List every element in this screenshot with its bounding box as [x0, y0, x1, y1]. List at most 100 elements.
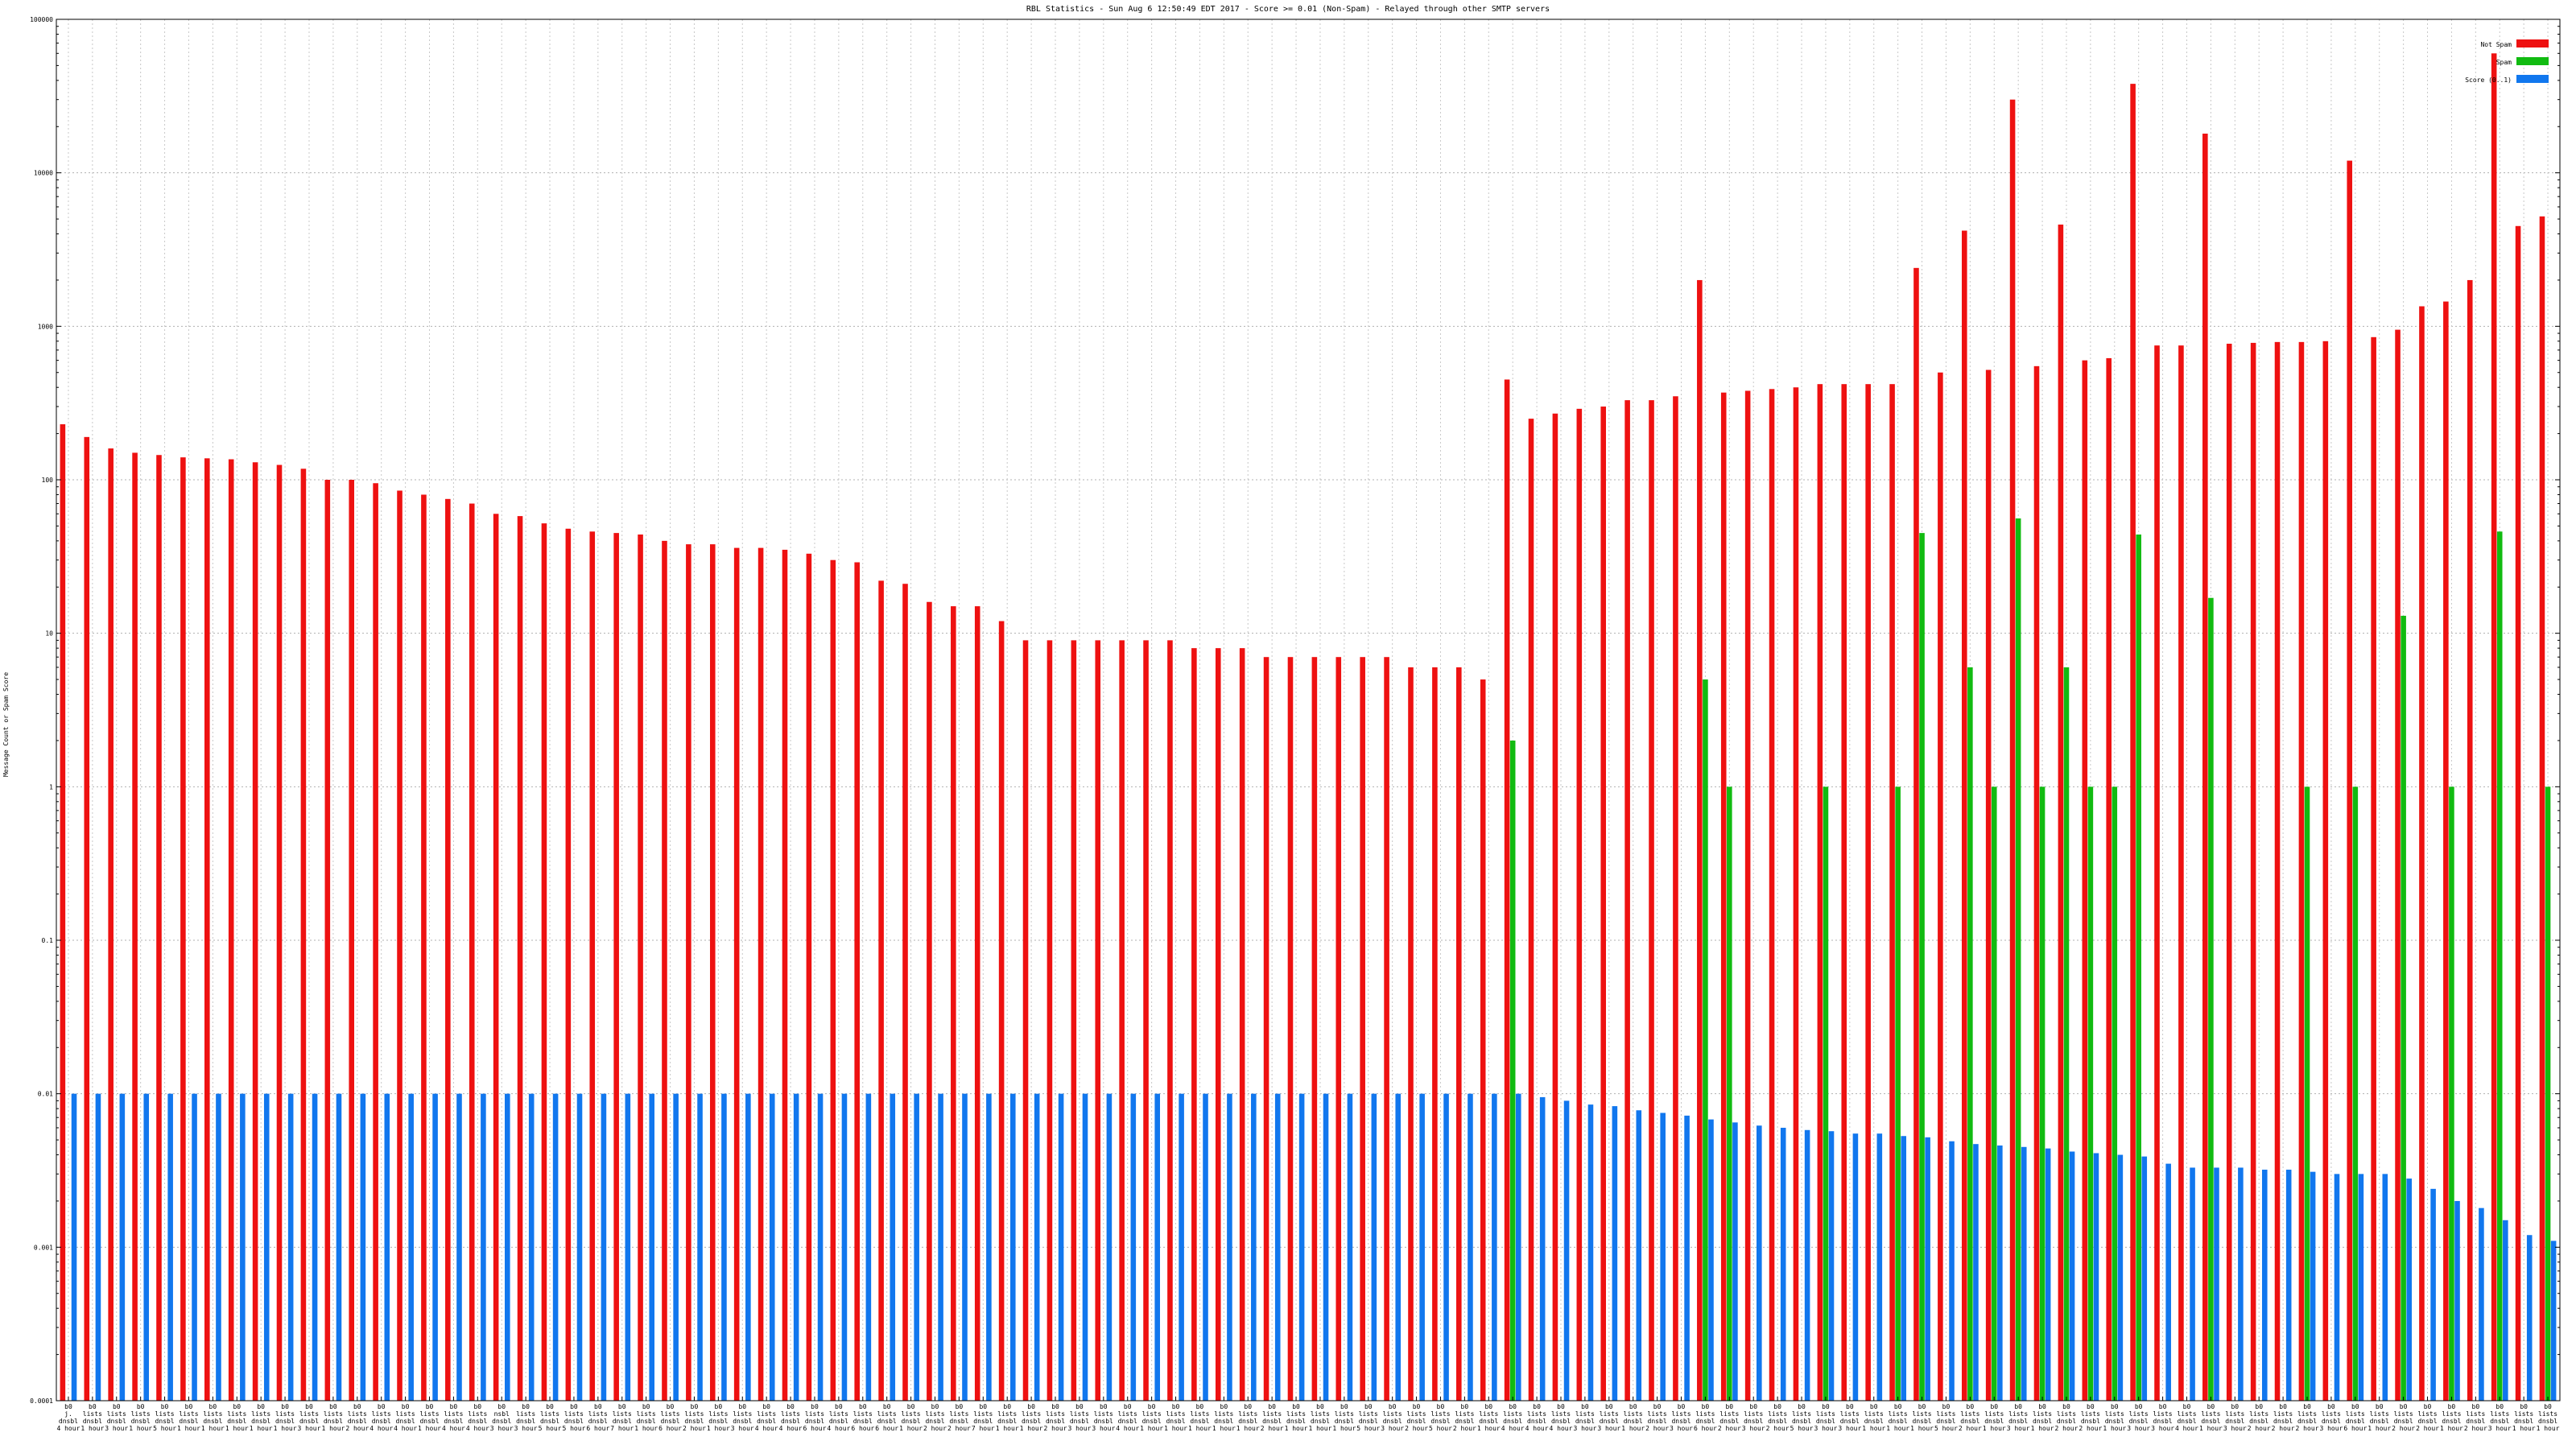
bar-score-0-1-102	[2526, 1235, 2533, 1401]
bar-not-spam-37	[951, 606, 956, 1401]
bar-not-spam-80	[1985, 369, 1992, 1401]
bar-spam-103	[2545, 786, 2551, 1401]
bar-not-spam-53	[1335, 657, 1342, 1401]
bar-score-0-1-62	[1563, 1100, 1570, 1401]
bar-score-0-1-32	[841, 1093, 848, 1401]
bar-not-spam-61	[1528, 419, 1534, 1401]
x-tick-label: b0 lists dnsbl 6 hour	[803, 1403, 827, 1432]
bar-not-spam-32	[830, 559, 836, 1401]
bar-score-0-1-56	[1419, 1093, 1425, 1401]
x-tick-label: b0 lists dnsbl 1 hour	[996, 1403, 1019, 1432]
bar-not-spam-78	[1938, 372, 1943, 1401]
x-tick-label: b0 nsbl dnsbl 3 hour	[490, 1403, 514, 1432]
bar-spam-80	[1991, 786, 1997, 1401]
bar-not-spam-77	[1913, 267, 1919, 1401]
x-tick-label: b0 lists dnsbl 2 hour	[683, 1403, 706, 1432]
bar-not-spam-72	[1793, 387, 1799, 1401]
x-tick-label: b0 lists dnsbl 1 hour	[707, 1403, 730, 1432]
x-tick-label: b0 lists dnsbl 4 hour	[369, 1403, 393, 1432]
x-tick-label: b0 lists dnsbl 6 hour	[1694, 1403, 1717, 1432]
x-tick-label: b0 lists dnsbl 2 hour	[1405, 1403, 1428, 1432]
bar-score-0-1-91	[2261, 1170, 2268, 1401]
bar-score-0-1-18	[505, 1093, 510, 1401]
bar-not-spam-74	[1841, 384, 1847, 1402]
x-tick-label: b0 lists dnsbl 6 hour	[658, 1403, 682, 1432]
bar-score-0-1-41	[1058, 1093, 1064, 1401]
bar-not-spam-41	[1046, 640, 1053, 1401]
x-tick-label: b0 lists dnsbl 2 hour	[2079, 1403, 2102, 1432]
x-tick-label: b0 lists dnsbl 3 hour	[298, 1403, 321, 1432]
bar-score-0-1-1	[95, 1093, 101, 1401]
bar-score-0-1-10	[312, 1093, 318, 1401]
legend-label: Not Spam	[2480, 41, 2512, 48]
bar-score-0-1-82	[2045, 1148, 2051, 1401]
bar-spam-93	[2304, 786, 2310, 1401]
bar-not-spam-91	[2250, 342, 2256, 1402]
x-tick-label: b0 lists dnsbl 4 hour	[779, 1403, 803, 1432]
bar-score-0-1-27	[721, 1093, 727, 1401]
bar-score-0-1-99	[2454, 1200, 2460, 1401]
bar-not-spam-65	[1624, 400, 1630, 1401]
bar-not-spam-17	[469, 503, 475, 1401]
bar-spam-86	[2136, 534, 2141, 1401]
x-tick-label: b0 lists dnsbl 4 hour	[755, 1403, 778, 1432]
bar-not-spam-66	[1649, 400, 1654, 1401]
x-tick-label: b0 lists dnsbl 1 hour	[1332, 1403, 1356, 1432]
x-tick-label: b0 lists dnsbl 5 hour	[1429, 1403, 1452, 1432]
x-tick-label: b0 lists dnsbl 5 hour	[539, 1403, 562, 1432]
x-tick-label: b0 lists dnsbl 3 hour	[1381, 1403, 1404, 1432]
x-tick-label: b0 lists dnsbl 1 hour	[1862, 1403, 1885, 1432]
bar-spam-73	[1823, 786, 1829, 1401]
bar-score-0-1-75	[1876, 1133, 1883, 1401]
x-tick-label: b0 lists dnsbl 4 hour	[466, 1403, 489, 1432]
bar-score-0-1-45	[1154, 1093, 1160, 1401]
y-tick-label: 10	[45, 630, 53, 638]
x-tick-label: b0 lists dnsbl 2 hour	[1645, 1403, 1669, 1432]
x-tick-label: b0 lists dnsbl 7 hour	[972, 1403, 995, 1432]
bar-not-spam-88	[2178, 345, 2184, 1401]
bar-score-0-1-74	[1852, 1133, 1859, 1401]
bar-score-0-1-24	[649, 1093, 655, 1401]
bar-not-spam-22	[589, 531, 596, 1402]
bar-score-0-1-76	[1901, 1136, 1907, 1401]
bar-score-0-1-7	[240, 1093, 246, 1401]
x-tick-label: b0 lists dnsbl 3 hour	[731, 1403, 754, 1432]
bar-not-spam-2	[108, 448, 114, 1402]
bar-not-spam-51	[1287, 657, 1294, 1401]
x-tick-label: b0 lists dnsbl 4 hour	[442, 1403, 465, 1432]
bar-not-spam-71	[1769, 389, 1775, 1401]
y-tick-label: 1000	[38, 323, 53, 330]
bar-score-0-1-33	[865, 1093, 872, 1401]
bar-not-spam-79	[1961, 230, 1967, 1401]
bar-score-0-1-29	[769, 1093, 775, 1401]
x-tick-label: b0 lists dnsbl 1 hour	[2199, 1403, 2223, 1432]
bar-not-spam-10	[300, 469, 307, 1402]
x-tick-label: b0 lists dnsbl 3 hour	[2007, 1403, 2030, 1432]
bar-score-0-1-80	[1997, 1145, 2003, 1401]
x-tick-label: b0 lists dnsbl 2 hour	[2464, 1403, 2487, 1432]
bar-score-0-1-79	[1973, 1144, 1979, 1401]
y-axis-label: Message Count or Spam Score	[2, 672, 10, 777]
bar-score-0-1-83	[2069, 1151, 2075, 1401]
bar-score-0-1-5	[192, 1093, 197, 1401]
bar-score-0-1-28	[745, 1093, 751, 1401]
x-tick-label: b0 lists dnsbl 1 hour	[250, 1403, 273, 1432]
legend-swatch	[2516, 75, 2549, 83]
x-tick-label: b0 lists dnsbl 3 hour	[514, 1403, 538, 1432]
bar-spam-97	[2401, 615, 2406, 1401]
bar-not-spam-30	[782, 549, 788, 1401]
bar-not-spam-31	[806, 553, 812, 1401]
chart-title: RBL Statistics - Sun Aug 6 12:50:49 EDT …	[1026, 5, 1550, 14]
x-tick-label: b0 lists dnsbl 1 hour	[225, 1403, 249, 1432]
x-tick-label: b0 lists dnsbl 1 hour	[1020, 1403, 1043, 1432]
x-tick-label: b0 lists dnsbl 3 hour	[1092, 1403, 1115, 1432]
x-tick-label: b0 lists dnsbl 6 hour	[586, 1403, 609, 1432]
bar-not-spam-82	[2033, 365, 2040, 1401]
bar-not-spam-40	[1022, 640, 1029, 1401]
x-tick-label: b0 lists dnsbl 1 hour	[1308, 1403, 1331, 1432]
x-tick-label: b0 lists dnsbl 2 hour	[2055, 1403, 2079, 1432]
bar-not-spam-54	[1360, 657, 1365, 1401]
x-tick-label: b0 lists dnsbl 2 hour	[1718, 1403, 1741, 1432]
bar-not-spam-13	[373, 483, 378, 1402]
